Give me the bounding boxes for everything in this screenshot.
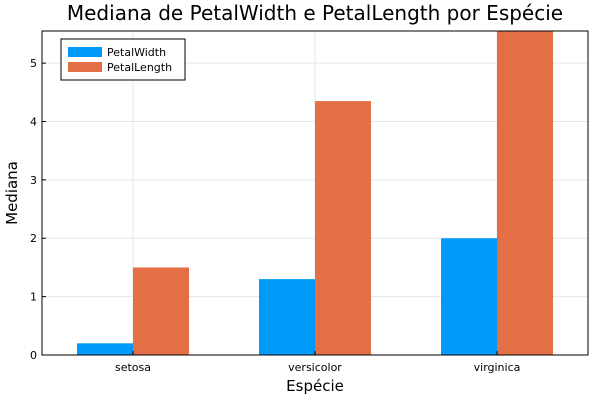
y-axis-label: Mediana xyxy=(3,161,21,225)
y-tick-label: 4 xyxy=(30,115,37,128)
legend: PetalWidth PetalLength xyxy=(60,38,186,81)
legend-swatch-PetalLength xyxy=(68,62,102,72)
y-tick-label: 2 xyxy=(30,232,37,245)
x-tick-label-virginica: virginica xyxy=(474,361,521,374)
bars xyxy=(77,31,553,356)
y-tick-label: 5 xyxy=(30,57,37,70)
bar-PetalWidth-versicolor xyxy=(259,279,315,355)
ticks: 0 1 2 3 4 5 setosa versicolor virginica xyxy=(30,57,520,374)
y-tick-label: 0 xyxy=(30,349,37,362)
legend-label-PetalWidth: PetalWidth xyxy=(107,46,166,59)
bar-PetalWidth-setosa xyxy=(77,343,133,355)
x-tick-label-setosa: setosa xyxy=(115,361,151,374)
legend-box xyxy=(60,38,186,81)
bar-PetalLength-virginica xyxy=(497,31,553,355)
bar-PetalLength-setosa xyxy=(133,267,189,355)
chart-title: Mediana de PetalWidth e PetalLength por … xyxy=(67,1,563,25)
legend-label-PetalLength: PetalLength xyxy=(107,61,172,74)
y-tick-label: 3 xyxy=(30,174,37,187)
x-tick-label-versicolor: versicolor xyxy=(288,361,342,374)
legend-swatch-PetalWidth xyxy=(68,47,102,57)
x-axis-label: Espécie xyxy=(286,377,344,395)
bar-PetalWidth-virginica xyxy=(441,238,497,355)
y-tick-label: 1 xyxy=(30,291,37,304)
bar-PetalLength-versicolor xyxy=(315,101,371,356)
